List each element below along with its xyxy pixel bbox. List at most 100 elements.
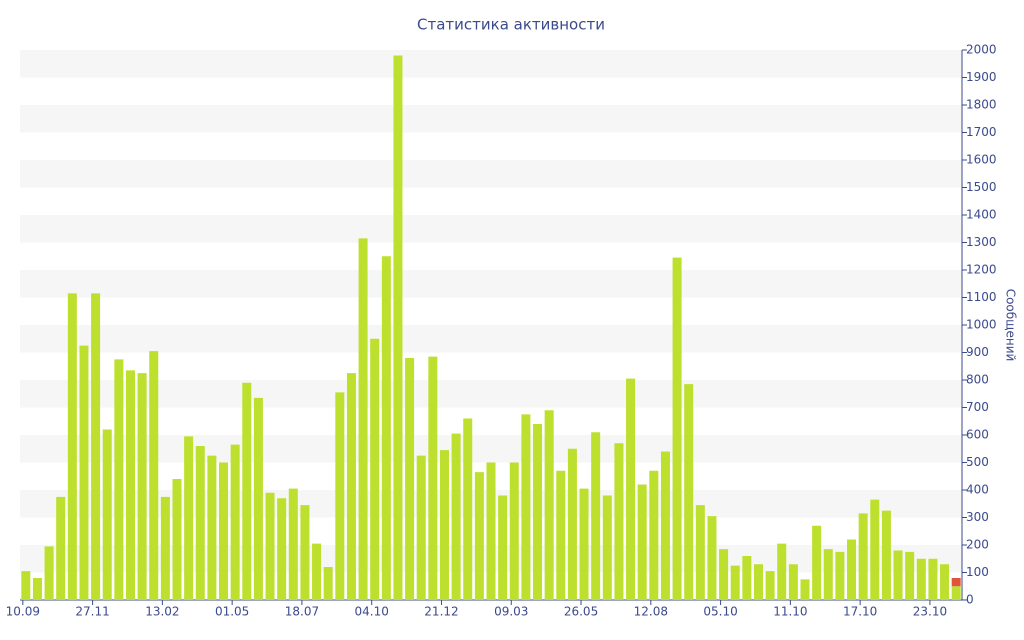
bar — [916, 558, 926, 600]
bar — [300, 505, 310, 600]
bar — [533, 424, 543, 600]
x-tick-label: 13.02 — [145, 605, 179, 619]
x-tick-label: 04.10 — [355, 605, 389, 619]
bar — [637, 484, 647, 600]
y-tick-label: 1500 — [966, 180, 997, 194]
bar — [21, 571, 31, 600]
grid-band — [20, 270, 962, 298]
y-tick-label: 1900 — [966, 70, 997, 84]
bar — [544, 410, 554, 600]
bar — [812, 525, 822, 600]
bar — [742, 556, 752, 600]
bar — [102, 429, 112, 600]
x-tick-label: 12.08 — [634, 605, 668, 619]
bar — [928, 558, 938, 600]
bar — [405, 358, 415, 600]
bar — [335, 392, 345, 600]
bar — [265, 492, 275, 600]
y-tick-label: 300 — [966, 510, 989, 524]
grid-band — [20, 160, 962, 188]
bar — [149, 351, 159, 600]
grid-band — [20, 105, 962, 133]
x-tick-label: 17.10 — [843, 605, 877, 619]
y-tick-label: 200 — [966, 538, 989, 552]
bar — [277, 498, 287, 600]
bar — [951, 578, 961, 587]
bar — [393, 55, 403, 600]
y-tick-label: 500 — [966, 455, 989, 469]
bar — [370, 338, 380, 600]
bar — [79, 345, 89, 600]
bar — [823, 549, 833, 600]
bar — [614, 443, 624, 600]
bar — [847, 539, 857, 600]
x-tick-label: 09.03 — [494, 605, 528, 619]
y-tick-label: 2000 — [966, 43, 997, 57]
y-tick-label: 1200 — [966, 263, 997, 277]
y-tick-label: 400 — [966, 483, 989, 497]
bar — [195, 446, 205, 600]
y-tick-label: 800 — [966, 373, 989, 387]
y-tick-label: 0 — [966, 593, 974, 607]
bar — [765, 571, 775, 600]
bar — [649, 470, 659, 600]
bar — [602, 495, 612, 600]
x-tick-label: 10.09 — [6, 605, 40, 619]
bar — [486, 462, 496, 600]
grid-band — [20, 435, 962, 463]
bar — [184, 436, 194, 600]
y-tick-label: 1000 — [966, 318, 997, 332]
bar — [474, 472, 484, 600]
y-tick-label: 100 — [966, 565, 989, 579]
bar — [125, 370, 135, 600]
grid-band — [20, 50, 962, 78]
bar — [719, 549, 729, 600]
bar — [346, 373, 356, 600]
bar — [44, 546, 54, 600]
bar — [439, 450, 449, 600]
bar — [777, 543, 787, 600]
bar — [567, 448, 577, 600]
y-tick-label: 1600 — [966, 153, 997, 167]
bar — [788, 564, 798, 600]
bar — [951, 586, 961, 600]
bar — [626, 378, 636, 600]
bar — [521, 414, 531, 600]
bar — [416, 455, 426, 600]
bar — [56, 496, 66, 600]
grid-band — [20, 325, 962, 353]
bar — [870, 499, 880, 600]
bar — [684, 384, 694, 600]
bar — [660, 451, 670, 600]
bar — [800, 579, 810, 600]
bar — [591, 432, 601, 600]
bar — [253, 397, 263, 600]
bar — [905, 551, 915, 600]
bar — [940, 564, 950, 600]
bar — [67, 293, 77, 600]
bar — [753, 564, 763, 600]
bar — [323, 567, 333, 600]
bar — [242, 382, 252, 600]
bar — [695, 505, 705, 600]
bar — [358, 238, 368, 600]
x-tick-label: 26.05 — [564, 605, 598, 619]
bar — [556, 470, 566, 600]
y-tick-label: 1400 — [966, 208, 997, 222]
bar — [288, 488, 298, 600]
bar — [835, 551, 845, 600]
bar — [219, 462, 229, 600]
y-tick-label: 1100 — [966, 290, 997, 304]
bar — [137, 373, 147, 600]
x-tick-label: 11.10 — [773, 605, 807, 619]
bar — [91, 293, 101, 600]
bar — [881, 510, 891, 600]
bar — [312, 543, 322, 600]
bar — [207, 455, 217, 600]
bar — [858, 513, 868, 600]
y-axis-label: Сообщений — [1004, 289, 1018, 362]
grid-band — [20, 380, 962, 408]
y-tick-label: 900 — [966, 345, 989, 359]
grid-band — [20, 215, 962, 243]
